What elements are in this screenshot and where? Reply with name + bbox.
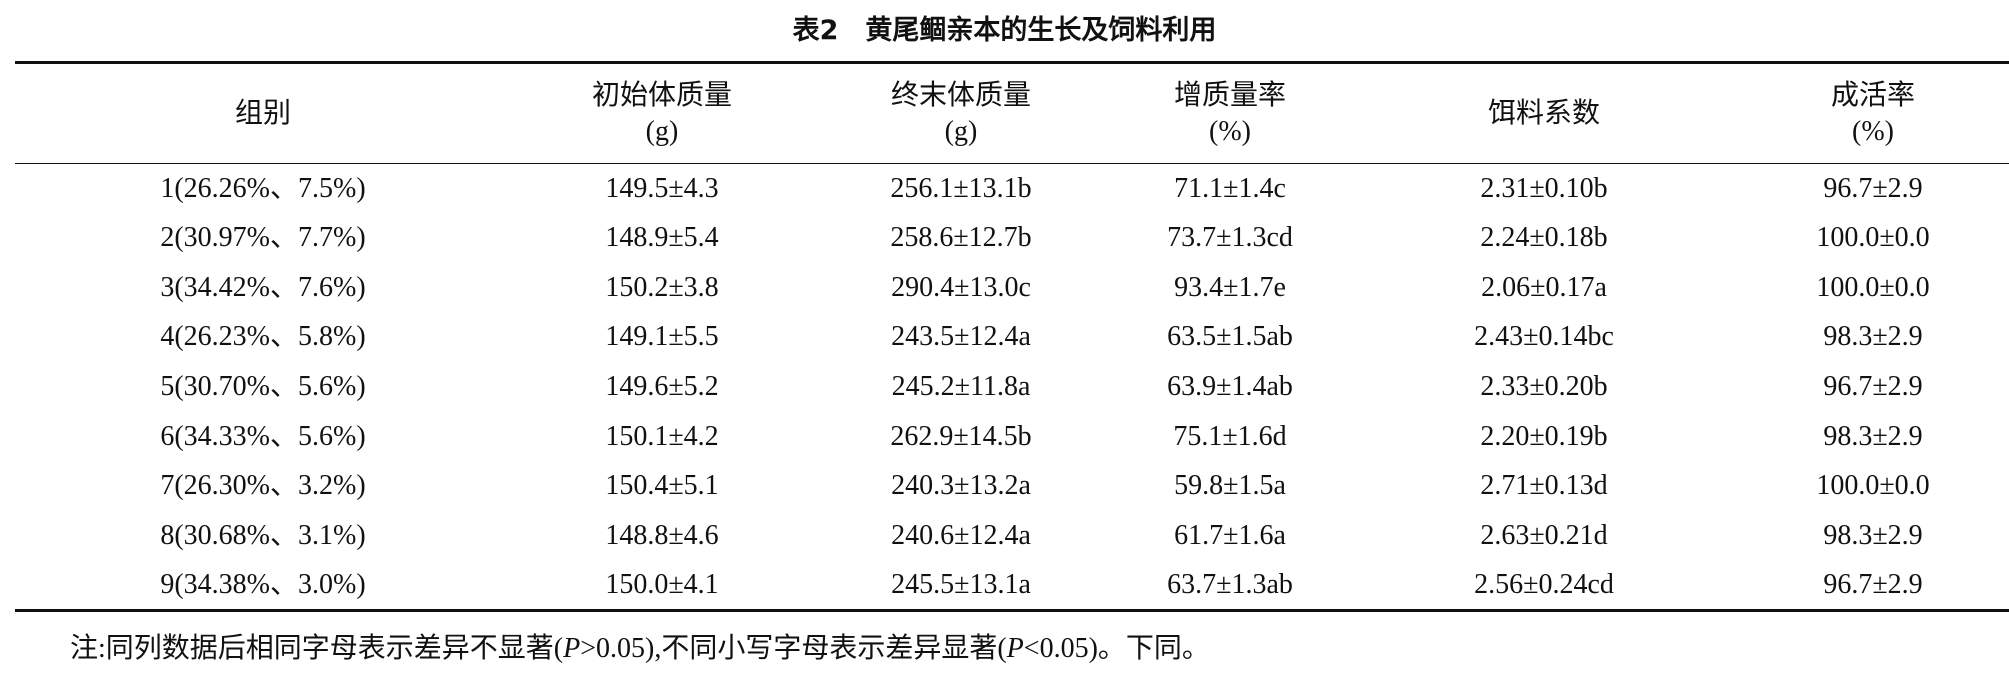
table-cell: 262.9±14.5b <box>890 420 1032 452</box>
table-cell: 63.9±1.4ab <box>1167 371 1293 403</box>
note-text: 注:同列数据后相同字母表示差异不显著( <box>70 633 564 664</box>
table-cell: 149.6±5.2 <box>605 371 719 403</box>
table-cell: 71.1±1.4c <box>1174 172 1286 204</box>
table-row: 5(30.70%、5.6%) 149.6±5.2 245.2±11.8a 63.9±1… <box>15 362 2009 412</box>
table-cell: 245.5±13.1a <box>891 569 1031 601</box>
table-cell: 63.5±1.5ab <box>1167 321 1293 353</box>
table-row: 6(34.33%、5.6%) 150.1±4.2 262.9±14.5b 75.1±1… <box>15 412 2009 462</box>
table-cell: 150.4±5.1 <box>605 470 719 502</box>
table-cell: 63.7±1.3ab <box>1167 569 1293 601</box>
table-cell: 100.0±0.0 <box>1816 470 1930 502</box>
note-text: P <box>1006 633 1024 664</box>
table-row: 4(26.23%、5.8%) 149.1±5.5 243.5±12.4a 63.5±1… <box>15 313 2009 363</box>
header-text: (%) <box>1209 115 1251 147</box>
table-cell: 4(26.23%、5.8%) <box>160 321 366 353</box>
table-cell: 61.7±1.6a <box>1174 520 1286 552</box>
table-cell: 150.2±3.8 <box>605 271 719 303</box>
header-text: (g) <box>944 115 978 147</box>
table-cell: 2.43±0.14bc <box>1474 321 1614 353</box>
table-cell: 2.24±0.18b <box>1480 222 1608 254</box>
table-cell: 245.2±11.8a <box>891 371 1031 403</box>
note-text: P <box>563 633 581 664</box>
table-cell: 98.3±2.9 <box>1823 321 1923 353</box>
table-cell: 240.3±13.2a <box>891 470 1031 502</box>
table-cell: 93.4±1.7e <box>1174 271 1286 303</box>
table-row: 1(26.26%、7.5%) 149.5±4.3 256.1±13.1b 71.1±1… <box>15 164 2009 214</box>
table-cell: 256.1±13.1b <box>890 172 1032 204</box>
table-cell: 100.0±0.0 <box>1816 222 1930 254</box>
table-cell: 96.7±2.9 <box>1823 569 1923 601</box>
table-cell: 2.33±0.20b <box>1480 371 1608 403</box>
table-cell: 149.5±4.3 <box>605 172 719 204</box>
table-cell: 5(30.70%、5.6%) <box>160 371 366 403</box>
header-cell: 初始体质量 (g) <box>511 63 813 164</box>
table-cell: 6(34.33%、5.6%) <box>160 420 366 452</box>
table-cell: 59.8±1.5a <box>1174 470 1286 502</box>
table-cell: 258.6±12.7b <box>890 222 1032 254</box>
table-cell: 2.31±0.10b <box>1480 172 1608 204</box>
table-cell: 240.6±12.4a <box>891 520 1031 552</box>
table-row: 2(30.97%、7.7%) 148.9±5.4 258.6±12.7b 73.7±1… <box>15 213 2009 263</box>
header-cell: 组别 <box>15 63 511 164</box>
header-text: (g) <box>645 115 679 147</box>
table-cell: 9(34.38%、3.0%) <box>160 569 366 601</box>
header-text: 成活率 <box>1830 79 1915 111</box>
table-body: 1(26.26%、7.5%) 149.5±4.3 256.1±13.1b 71.1±1… <box>15 164 2009 611</box>
table-cell: 2.06±0.17a <box>1481 271 1607 303</box>
table-cell: 96.7±2.9 <box>1823 172 1923 204</box>
table-cell: 8(30.68%、3.1%) <box>160 520 366 552</box>
header-text: 组别 <box>234 97 291 129</box>
header-text: (%) <box>1852 115 1894 147</box>
table-cell: 98.3±2.9 <box>1823 420 1923 452</box>
header-text: 增质量率 <box>1173 79 1286 111</box>
table-cell: 73.7±1.3cd <box>1167 222 1293 254</box>
table-title: 表2 黄尾鲴亲本的生长及饲料利用 <box>792 15 1217 46</box>
table-row: 3(34.42%、7.6%) 150.2±3.8 290.4±13.0c 93.4±1… <box>15 263 2009 313</box>
table-cell: 2.63±0.21d <box>1480 520 1608 552</box>
table-cell: 98.3±2.9 <box>1823 520 1923 552</box>
table-cell: 149.1±5.5 <box>605 321 719 353</box>
table-cell: 1(26.26%、7.5%) <box>160 172 366 204</box>
table-cell: 150.1±4.2 <box>605 420 719 452</box>
header-cell: 终末体质量 (g) <box>813 63 1109 164</box>
table: 组别 初始体质量 (g) 终末体质量 (g) 增质量率 (%) 饵料系数 成活率 (%) 1(26… <box>15 61 2009 612</box>
table-cell: 100.0±0.0 <box>1816 271 1930 303</box>
table-cell: 150.0±4.1 <box>605 569 719 601</box>
header-cell: 饵料系数 <box>1351 63 1737 164</box>
header-row: 组别 初始体质量 (g) 终末体质量 (g) 增质量率 (%) 饵料系数 成活率 (%) <box>15 62 2009 164</box>
table-cell: 2.20±0.19b <box>1480 420 1608 452</box>
table-cell: 2(30.97%、7.7%) <box>160 222 366 254</box>
table-cell: 2.56±0.24cd <box>1474 569 1614 601</box>
table-cell: 243.5±12.4a <box>891 321 1031 353</box>
table-cell: 3(34.42%、7.6%) <box>160 271 366 303</box>
table-cell: 148.9±5.4 <box>605 222 719 254</box>
table-cell: 290.4±13.0c <box>891 271 1031 303</box>
header-text: 终末体质量 <box>890 79 1031 111</box>
table-cell: 96.7±2.9 <box>1823 371 1923 403</box>
note-text: >0.05),不同小写字母表示差异显著( <box>580 633 1007 664</box>
table-row: 9(34.38%、3.0%) 150.0±4.1 245.5±13.1a 63.7±1… <box>15 561 2009 611</box>
table-cell: 148.8±4.6 <box>605 520 719 552</box>
table-cell: 75.1±1.6d <box>1173 420 1287 452</box>
table-row: 7(26.30%、3.2%) 150.4±5.1 240.3±13.2a 59.8±1… <box>15 462 2009 512</box>
header-cell: 成活率 (%) <box>1737 63 2009 164</box>
note-text: <0.05)。下同。 <box>1023 633 1210 664</box>
table-header: 组别 初始体质量 (g) 终末体质量 (g) 增质量率 (%) 饵料系数 成活率 (%) <box>15 62 2009 164</box>
header-cell: 增质量率 (%) <box>1109 63 1351 164</box>
table-cell: 7(26.30%、3.2%) <box>160 470 366 502</box>
header-text: 饵料系数 <box>1487 97 1600 129</box>
note: 注:同列数据后相同字母表示差异不显著(P>0.05),不同小写字母表示差异显著(… <box>70 626 1210 666</box>
header-text: 初始体质量 <box>591 79 732 111</box>
table-row: 8(30.68%、3.1%) 148.8±4.6 240.6±12.4a 61.7±1… <box>15 511 2009 561</box>
table-cell: 2.71±0.13d <box>1480 470 1608 502</box>
